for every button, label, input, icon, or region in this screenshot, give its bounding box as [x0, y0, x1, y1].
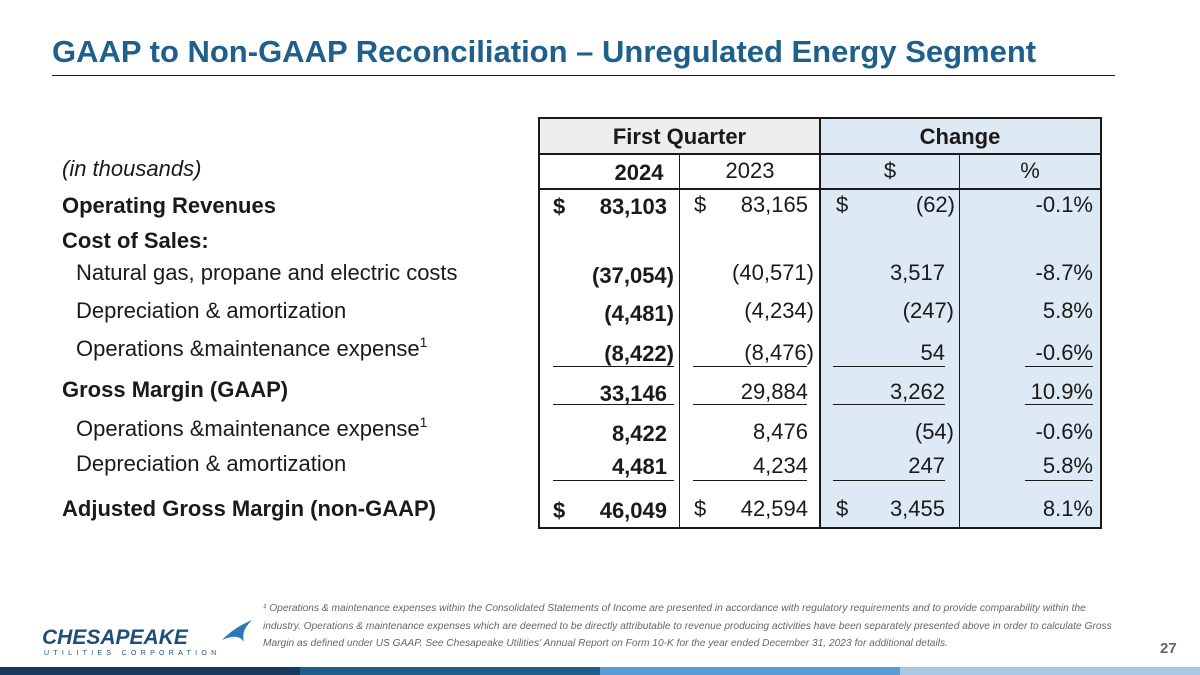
cell-dollar-sign: $ — [694, 496, 707, 521]
cell-dollar-sign: $ — [836, 496, 849, 521]
cell-gross-margin-2023: 29,884 — [740, 379, 808, 404]
cell-adjusted-gross-margin-2024: 46,049 — [599, 498, 667, 523]
row-label-gross-margin: Gross Margin (GAAP) — [62, 377, 289, 402]
subtotal-underline — [1025, 366, 1093, 367]
footnote-marker: 1 — [419, 334, 428, 350]
footnote-marker: 1 — [419, 414, 428, 430]
logo-wordmark: CHESAPEAKE — [42, 626, 188, 649]
row-label-natural-gas: Natural gas, propane and electric costs — [76, 260, 458, 285]
row-label-cost-of-sales: Cost of Sales: — [62, 228, 209, 253]
subtotal-underline — [833, 366, 945, 367]
addback-underline — [1025, 480, 1093, 481]
cell-om-expense-2024: (8,422) — [604, 341, 674, 366]
bottom-color-bar — [0, 667, 1200, 675]
cell-operating-revenues-pct: -0.1% — [1035, 192, 1093, 217]
header-change: Change — [919, 124, 1001, 149]
cell-natural-gas-change: 3,517 — [889, 260, 945, 285]
col-divider-2024 — [679, 154, 680, 527]
subtotal-underline — [693, 366, 807, 367]
row-label-depreciation: Depreciation & amortization — [76, 298, 347, 323]
addback-underline — [833, 480, 945, 481]
cell-gross-margin-change: 3,262 — [889, 379, 945, 404]
header-2024: 2024 — [614, 160, 664, 185]
cell-operating-revenues-2024: 83,103 — [599, 194, 667, 219]
cell-depreciation-2023: (4,234) — [744, 298, 814, 323]
cell-natural-gas-pct: -8.7% — [1035, 260, 1093, 285]
total-underline — [833, 404, 945, 405]
title-divider — [52, 75, 1115, 76]
row-label-om-expense-text: Operations &maintenance expense — [76, 336, 420, 361]
cell-dollar-sign: $ — [694, 192, 707, 217]
addback-underline — [693, 480, 807, 481]
cell-depreciation-2024: (4,481) — [604, 301, 674, 326]
company-logo: CHESAPEAKE UTILITIES CORPORATION — [42, 620, 252, 660]
cell-depreciation-addback-change: 247 — [908, 453, 945, 478]
cell-operating-revenues-2023: 83,165 — [740, 192, 808, 217]
cell-depreciation-addback-pct: 5.8% — [1042, 453, 1093, 478]
units-label: (in thousands) — [62, 156, 202, 181]
cell-gross-margin-2024: 33,146 — [599, 381, 667, 406]
cell-adjusted-gross-margin-change: 3,455 — [889, 496, 945, 521]
cell-om-addback-pct: -0.6% — [1035, 419, 1093, 444]
header-2023: 2023 — [725, 158, 775, 183]
cell-om-expense-2023: (8,476) — [744, 340, 814, 365]
cell-om-addback-2024: 8,422 — [611, 421, 667, 446]
cell-om-addback-2023: 8,476 — [752, 419, 808, 444]
total-underline — [1025, 404, 1093, 405]
table-frame — [538, 117, 1102, 529]
bird-swoosh-icon — [222, 620, 252, 642]
footnote: ¹ Operations & maintenance expenses with… — [263, 603, 1112, 649]
row-label-om-expense-addback-text: Operations &maintenance expense — [76, 416, 420, 441]
cell-depreciation-change: (247) — [902, 298, 954, 323]
cell-gross-margin-pct: 10.9% — [1030, 379, 1093, 404]
row-label-om-expense: Operations &maintenance expense1 — [76, 334, 428, 362]
addback-underline — [553, 480, 674, 481]
cell-om-expense-change: 54 — [920, 340, 945, 365]
slide-title: GAAP to Non-GAAP Reconciliation – Unregu… — [52, 34, 1037, 69]
cell-natural-gas-2024: (37,054) — [592, 263, 674, 288]
first-quarter-header-bg — [539, 118, 820, 154]
cell-dollar-sign: $ — [553, 498, 566, 523]
cell-depreciation-addback-2024: 4,481 — [611, 454, 667, 479]
row-label-om-expense-addback: Operations &maintenance expense1 — [76, 414, 428, 442]
cell-natural-gas-2023: (40,571) — [732, 260, 814, 285]
group-divider — [819, 118, 821, 527]
logo-subtitle: UTILITIES CORPORATION — [44, 650, 221, 657]
subtotal-underline — [553, 366, 674, 367]
cell-adjusted-gross-margin-pct: 8.1% — [1042, 496, 1093, 521]
total-underline — [693, 404, 807, 405]
cell-operating-revenues-change: (62) — [915, 192, 955, 217]
total-underline — [553, 404, 674, 405]
header-percent: % — [1020, 158, 1040, 183]
cell-dollar-sign: $ — [553, 194, 566, 219]
cell-adjusted-gross-margin-2023: 42,594 — [740, 496, 808, 521]
header-dollar: $ — [883, 158, 897, 183]
cell-depreciation-addback-2023: 4,234 — [752, 453, 808, 478]
row-label-operating-revenues: Operating Revenues — [62, 193, 276, 218]
cell-om-expense-pct: -0.6% — [1035, 340, 1093, 365]
cell-om-addback-change: (54) — [914, 419, 954, 444]
cell-depreciation-pct: 5.8% — [1042, 298, 1093, 323]
change-column-bg — [820, 118, 1100, 527]
change-header-bg — [820, 118, 1100, 154]
col-divider-change — [959, 154, 960, 527]
page-number: 27 — [1160, 640, 1177, 657]
row-label-depreciation-addback: Depreciation & amortization — [76, 451, 347, 476]
cell-dollar-sign: $ — [836, 192, 849, 217]
header-first-quarter: First Quarter — [612, 124, 747, 149]
row-label-adjusted-gross-margin: Adjusted Gross Margin (non-GAAP) — [62, 496, 436, 521]
